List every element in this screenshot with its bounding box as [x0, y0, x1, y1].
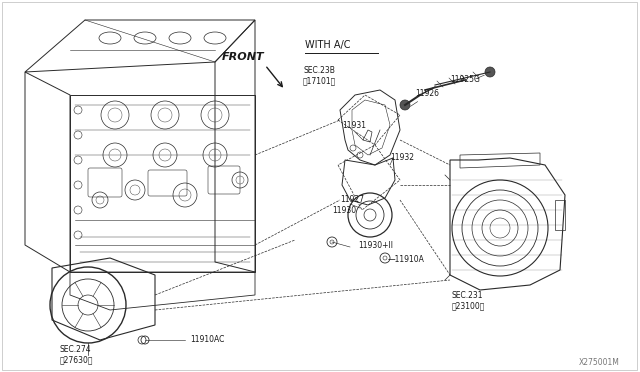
Text: 11927: 11927	[340, 195, 364, 204]
Text: 11931: 11931	[342, 121, 366, 130]
Text: 】27630】: 】27630】	[60, 355, 93, 364]
Text: 11910AC: 11910AC	[190, 335, 225, 344]
Text: SEC.231: SEC.231	[452, 291, 483, 300]
Text: 】17101】: 】17101】	[303, 76, 336, 85]
Text: X275001M: X275001M	[579, 358, 620, 367]
Text: 】23100】: 】23100】	[452, 301, 485, 310]
Circle shape	[400, 100, 410, 110]
Text: 11926: 11926	[415, 89, 439, 98]
Text: SEC.23B: SEC.23B	[303, 66, 335, 75]
Text: SEC.274: SEC.274	[60, 345, 92, 354]
Circle shape	[485, 67, 495, 77]
Text: WITH A/C: WITH A/C	[305, 40, 351, 50]
Text: 11930+II: 11930+II	[358, 241, 393, 250]
Text: 11925G: 11925G	[450, 75, 480, 84]
Text: —11910A: —11910A	[388, 255, 425, 264]
Text: FRONT: FRONT	[222, 52, 264, 62]
Text: 11932: 11932	[390, 153, 414, 162]
Text: 11930: 11930	[332, 206, 356, 215]
